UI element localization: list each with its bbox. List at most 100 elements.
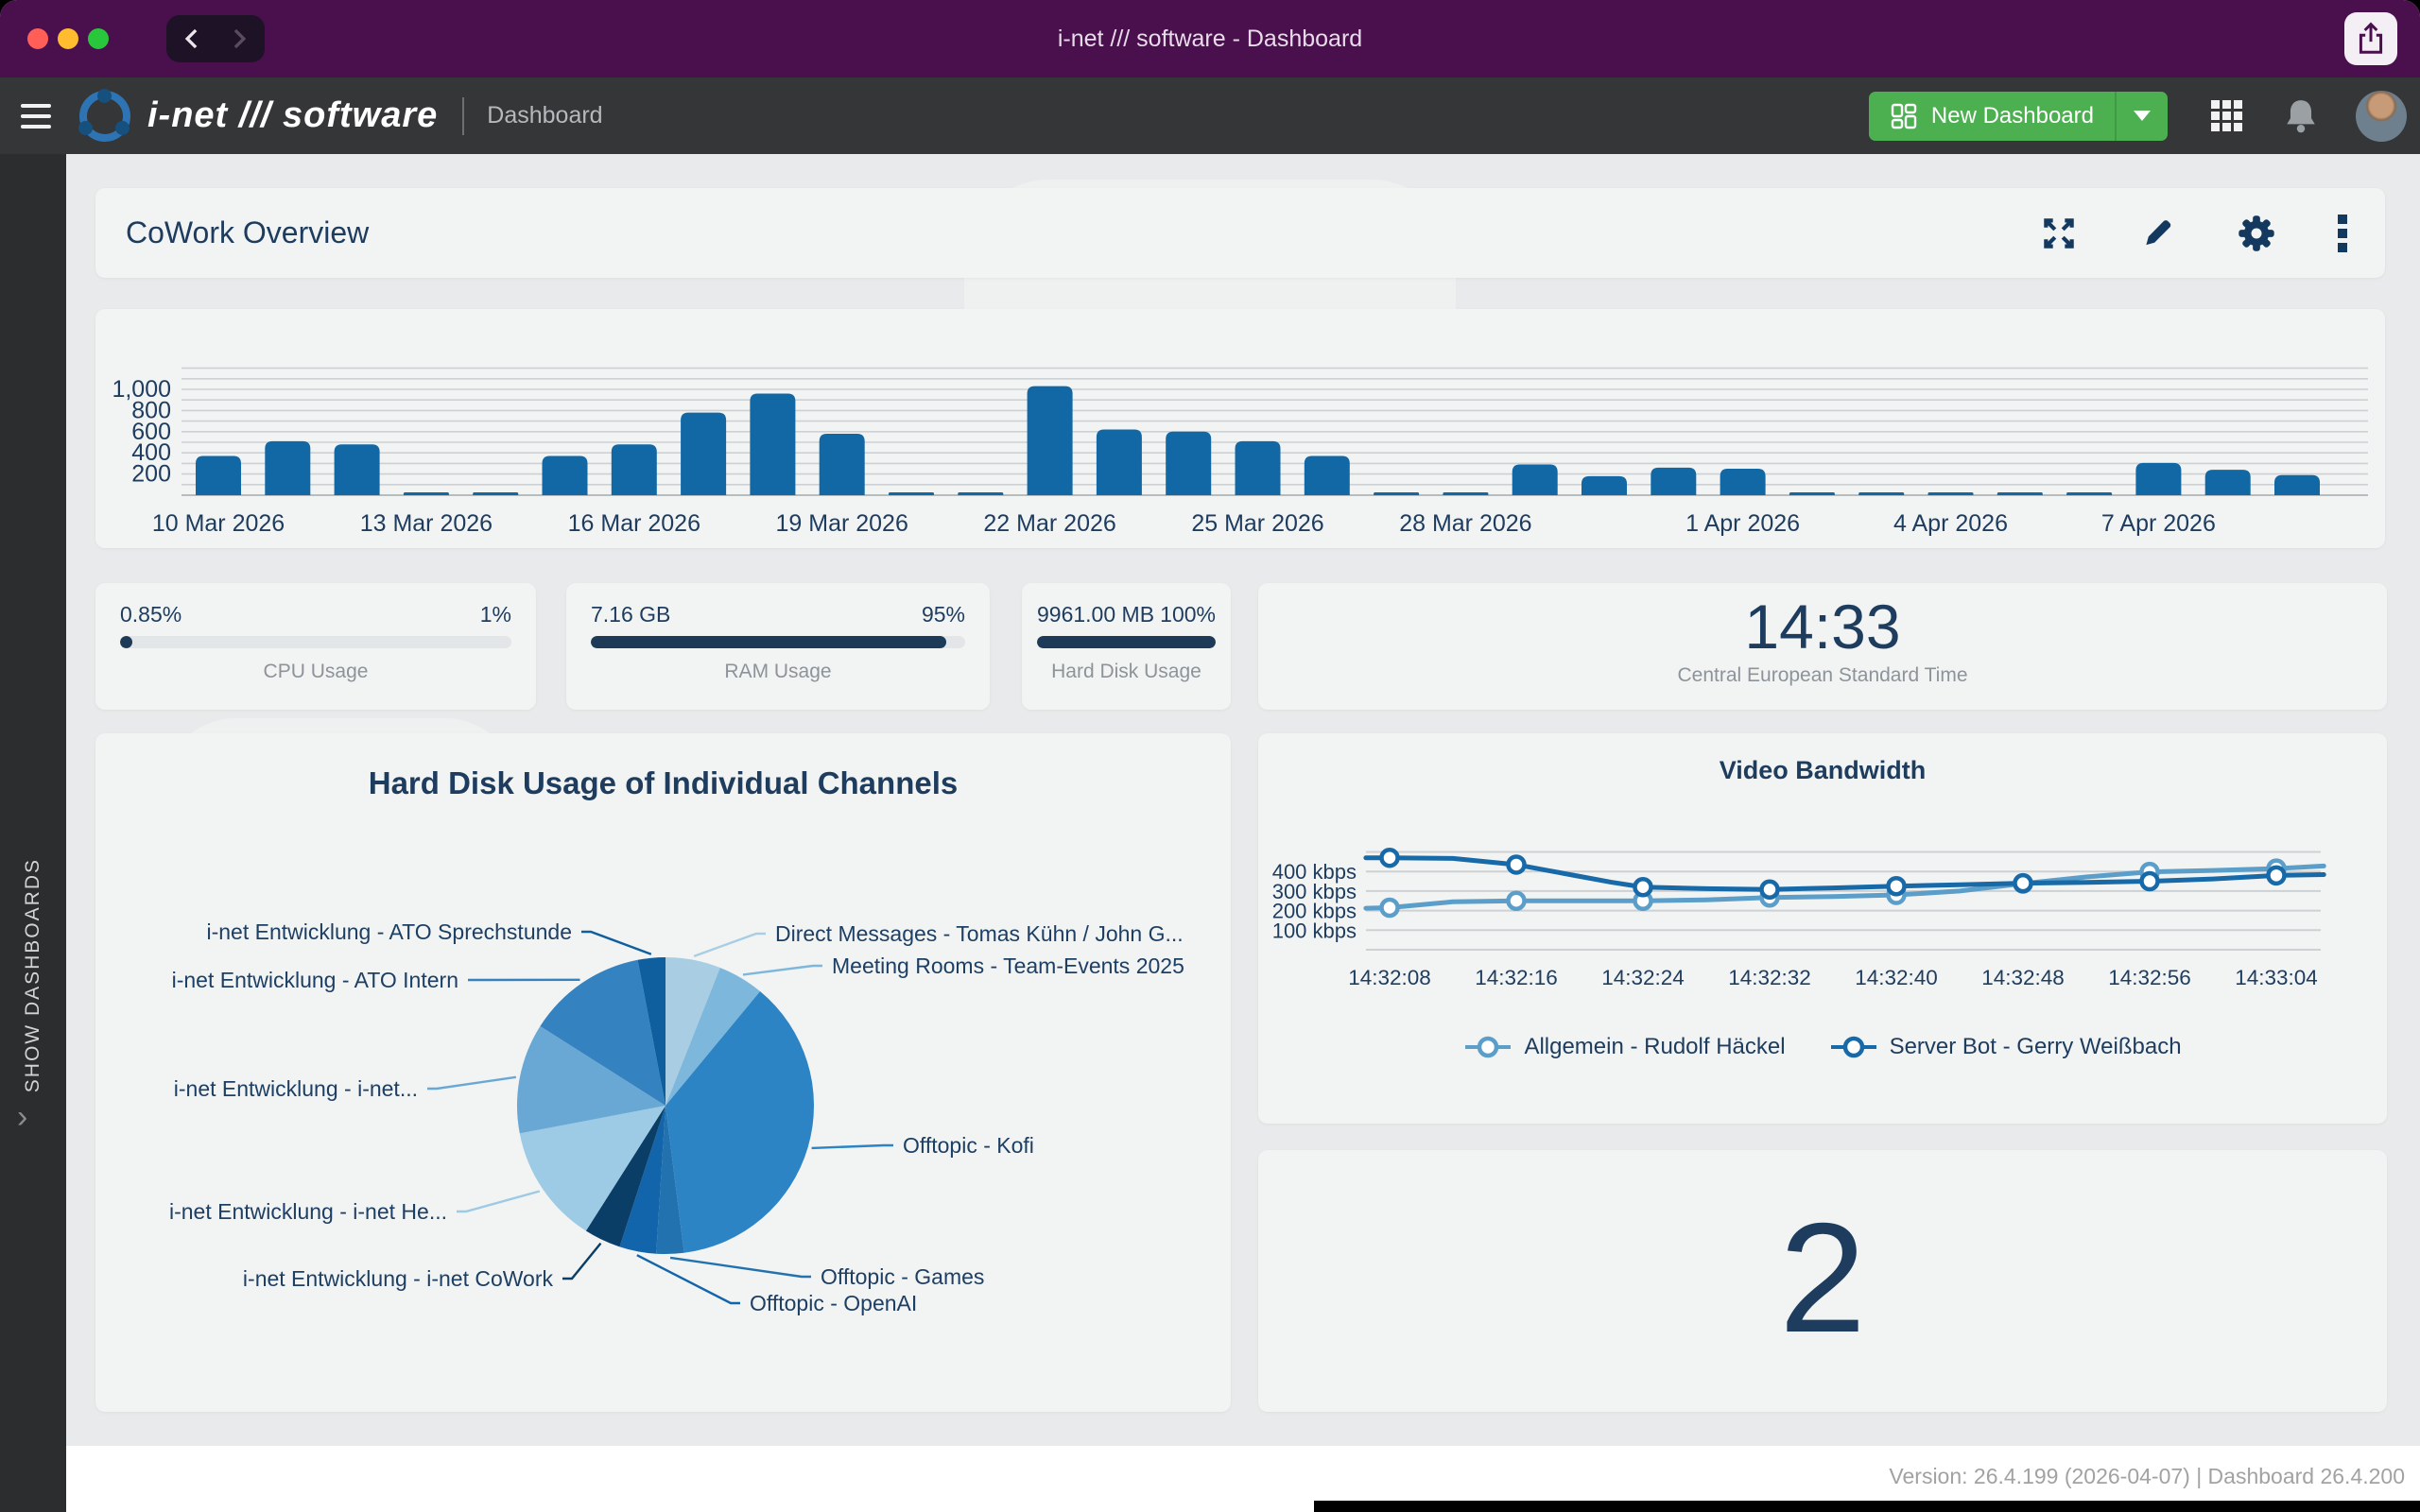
svg-text:400: 400 [131, 439, 171, 466]
svg-text:14:32:08: 14:32:08 [1348, 966, 1431, 989]
svg-text:Offtopic - Games: Offtopic - Games [821, 1264, 984, 1289]
hdd-value: 9961.00 MB [1037, 602, 1155, 627]
svg-text:200: 200 [131, 461, 171, 488]
panel-header-card: CoWork Overview [95, 188, 2385, 278]
svg-text:Meeting Rooms - Team-Events 20: Meeting Rooms - Team-Events 2025 [832, 954, 1184, 978]
minimize-window-button[interactable] [58, 28, 78, 49]
fullscreen-button[interactable] [2039, 214, 2079, 253]
dashboard-icon [1891, 103, 1917, 129]
svg-text:13 Mar 2026: 13 Mar 2026 [360, 510, 493, 537]
history-nav [166, 15, 265, 62]
cpu-max: 1% [479, 602, 511, 627]
zoom-window-button[interactable] [88, 28, 109, 49]
hdd-progress-fill [1037, 636, 1216, 648]
legend-label: Server Bot - Gerry Weißbach [1889, 1034, 2182, 1059]
hdd-progress-track [1037, 636, 1216, 648]
show-dashboards-toggle[interactable]: SHOW DASHBOARDS [22, 858, 43, 1093]
hdd-label: Hard Disk Usage [1051, 661, 1201, 682]
svg-text:22 Mar 2026: 22 Mar 2026 [983, 510, 1115, 537]
svg-text:14:32:40: 14:32:40 [1855, 966, 1938, 989]
menu-button[interactable] [21, 103, 51, 129]
page-title: CoWork Overview [126, 215, 370, 249]
share-button[interactable] [2344, 12, 2397, 65]
pencil-icon [2146, 219, 2171, 245]
chart-legend: Allgemein - Rudolf Häckel Server Bot - G… [1258, 1034, 2387, 1060]
svg-text:14:33:04: 14:33:04 [2235, 966, 2318, 989]
svg-text:10 Mar 2026: 10 Mar 2026 [152, 510, 285, 537]
pie-chart: Direct Messages - Tomas Kühn / John G...… [169, 919, 1184, 1315]
button-divider [2115, 91, 2117, 141]
close-window-button[interactable] [27, 28, 48, 49]
chevron-right-icon[interactable]: › [17, 1099, 28, 1135]
svg-text:25 Mar 2026: 25 Mar 2026 [1191, 510, 1323, 537]
svg-text:16 Mar 2026: 16 Mar 2026 [568, 510, 700, 537]
new-dashboard-label: New Dashboard [1930, 102, 2094, 129]
ram-percent: 95% [921, 602, 965, 627]
svg-text:100 kbps: 100 kbps [1272, 919, 1357, 942]
app-grid-button[interactable] [2211, 100, 2242, 131]
cpu-value: 0.85% [120, 602, 182, 627]
svg-text:1 Apr 2026: 1 Apr 2026 [1685, 510, 1800, 537]
macos-titlebar: i-net /// software - Dashboard [0, 0, 2420, 77]
ram-progress-fill [591, 636, 947, 648]
new-dashboard-split-button: New Dashboard [1868, 91, 2168, 141]
more-options-button[interactable] [2338, 214, 2347, 252]
notifications-button[interactable] [2284, 97, 2318, 135]
gear-icon [2238, 215, 2274, 251]
svg-text:14:32:32: 14:32:32 [1728, 966, 1811, 989]
series-marker-icon [1830, 1036, 1876, 1058]
line-chart-title: Video Bandwidth [1719, 756, 1927, 784]
share-icon [2359, 22, 2383, 54]
cpu-usage-card: 0.85% 1% CPU Usage [95, 583, 536, 710]
svg-text:800: 800 [131, 397, 171, 423]
svg-text:600: 600 [131, 419, 171, 445]
inet-logo [78, 88, 130, 142]
svg-text:300 kbps: 300 kbps [1272, 880, 1357, 903]
user-avatar[interactable] [2356, 90, 2407, 142]
panel-toolbar [2039, 213, 2347, 254]
settings-button[interactable] [2236, 213, 2277, 254]
ram-label: RAM Usage [724, 661, 832, 682]
cpu-label: CPU Usage [263, 661, 369, 682]
legend-item-server-bot[interactable]: Server Bot - Gerry Weißbach [1829, 1034, 2182, 1060]
new-dashboard-button[interactable]: New Dashboard [1869, 92, 2115, 141]
svg-text:14:32:24: 14:32:24 [1601, 966, 1685, 989]
ram-progress-track [591, 636, 965, 648]
cpu-progress-fill [120, 636, 132, 648]
svg-text:200 kbps: 200 kbps [1272, 900, 1357, 923]
video-bandwidth-card: Video Bandwidth 100 kbps 200 kbps 300 kbps… [1258, 733, 2387, 1124]
forward-icon[interactable] [232, 26, 249, 51]
svg-text:14:32:16: 14:32:16 [1475, 966, 1558, 989]
window-title: i-net /// software - Dashboard [1057, 26, 1363, 52]
ram-usage-card: 7.16 GB 95% RAM Usage [566, 583, 990, 710]
legend-label: Allgemein - Rudolf Häckel [1524, 1034, 1786, 1059]
svg-text:Direct Messages - Tomas Kühn /: Direct Messages - Tomas Kühn / John G... [775, 921, 1184, 946]
hard-disk-pie-card: Hard Disk Usage of Individual Channels D… [95, 733, 1231, 1412]
back-icon[interactable] [182, 26, 199, 51]
svg-text:19 Mar 2026: 19 Mar 2026 [776, 510, 908, 537]
svg-text:7 Apr 2026: 7 Apr 2026 [2101, 510, 2216, 537]
expand-icon [2044, 217, 2074, 249]
svg-text:i-net Entwicklung - i-net He..: i-net Entwicklung - i-net He... [169, 1199, 447, 1224]
brand-title: i-net /// software [147, 95, 439, 135]
edit-button[interactable] [2139, 215, 2175, 251]
counter-card: 2 [1258, 1150, 2387, 1412]
dashboards-rail: SHOW DASHBOARDS › [0, 154, 66, 1512]
ram-value: 7.16 GB [591, 602, 671, 627]
svg-text:i-net Entwicklung - ATO Intern: i-net Entwicklung - ATO Intern [172, 968, 458, 992]
hdd-percent: 100% [1160, 602, 1216, 627]
clock-card: 14:33 Central European Standard Time [1258, 583, 2387, 710]
messages-bar-chart-card: 200 400 600 800 1,000 10 Mar 2026 13 Mar 2026 1… [95, 309, 2385, 548]
version-text: Version: 26.4.199 (2026-04-07) | Dashboa… [1889, 1464, 2405, 1488]
legend-item-allgemein[interactable]: Allgemein - Rudolf Häckel [1463, 1034, 1786, 1060]
clock-timezone: Central European Standard Time [1677, 664, 1968, 686]
bell-icon [2287, 99, 2315, 132]
svg-text:28 Mar 2026: 28 Mar 2026 [1399, 510, 1531, 537]
svg-text:400 kbps: 400 kbps [1272, 860, 1357, 884]
new-dashboard-dropdown[interactable] [2117, 92, 2168, 141]
pie-chart-title: Hard Disk Usage of Individual Channels [368, 765, 959, 800]
